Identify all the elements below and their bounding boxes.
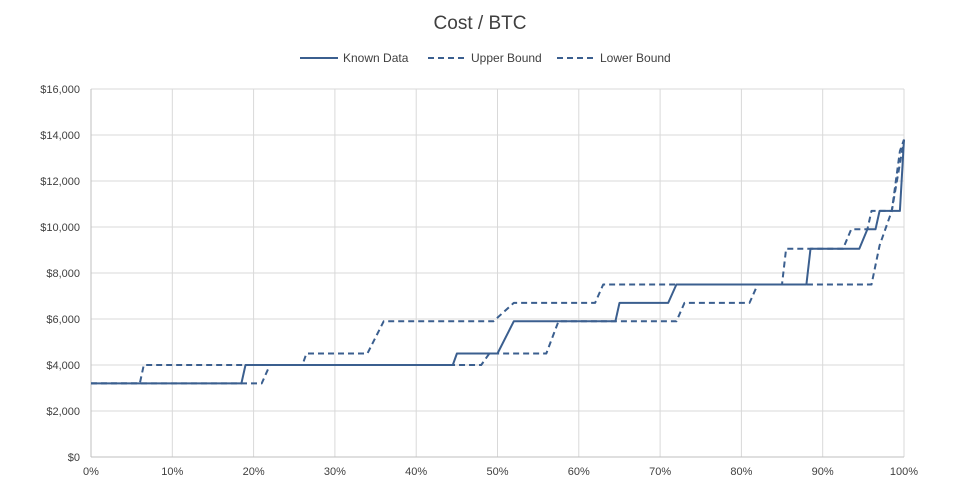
- legend-label: Lower Bound: [600, 51, 671, 65]
- x-tick-label: 50%: [486, 466, 508, 478]
- y-tick-label: $14,000: [40, 130, 80, 142]
- legend-label: Known Data: [343, 51, 409, 65]
- x-tick-label: 90%: [812, 466, 834, 478]
- x-tick-label: 30%: [324, 466, 346, 478]
- x-tick-label: 80%: [730, 466, 752, 478]
- y-tick-label: $12,000: [40, 176, 80, 188]
- x-tick-label: 40%: [405, 466, 427, 478]
- y-tick-label: $2,000: [46, 406, 80, 418]
- x-tick-label: 10%: [161, 466, 183, 478]
- chart-title: Cost / BTC: [434, 13, 527, 34]
- y-tick-label: $6,000: [46, 314, 80, 326]
- series-line-lower-bound: [91, 139, 905, 385]
- chart-series: [91, 139, 905, 385]
- series-line-upper-bound: [91, 139, 905, 385]
- chart-axes: $0 $2,000 $4,000 $6,000 $8,000 $10,000 $12,000…: [40, 84, 918, 478]
- y-tick-label: $10,000: [40, 222, 80, 234]
- y-tick-label: $16,000: [40, 84, 80, 96]
- legend-label: Upper Bound: [471, 51, 542, 65]
- x-tick-label: 60%: [568, 466, 590, 478]
- x-tick-label: 0%: [83, 466, 99, 478]
- y-tick-label: $8,000: [46, 268, 80, 280]
- y-tick-label: $4,000: [46, 360, 80, 372]
- y-tick-label: $0: [68, 452, 80, 464]
- chart-legend: Known Data Upper Bound Lower Bound: [300, 51, 671, 65]
- x-tick-label: 20%: [243, 466, 265, 478]
- chart-gridlines: [91, 88, 905, 457]
- x-tick-label: 100%: [890, 466, 918, 478]
- x-tick-label: 70%: [649, 466, 671, 478]
